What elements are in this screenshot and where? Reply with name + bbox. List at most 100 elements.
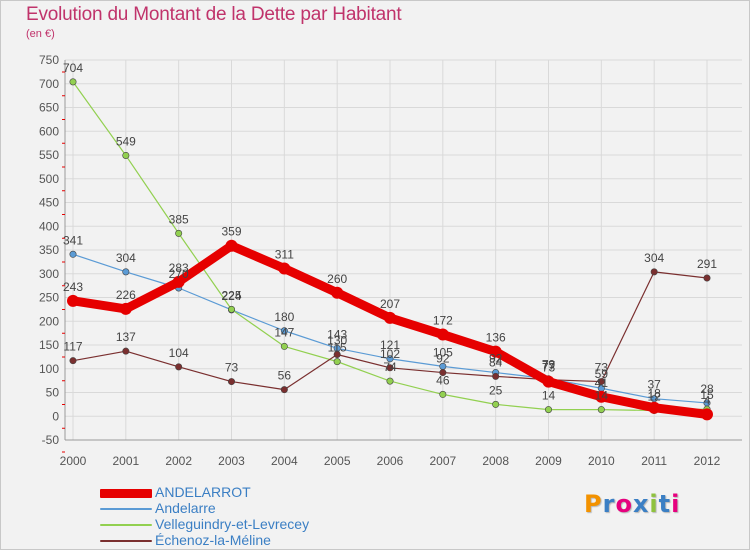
data-label: 14 [542, 389, 556, 403]
data-label: 130 [327, 334, 347, 348]
data-point [650, 268, 658, 276]
data-label: 37 [647, 378, 661, 392]
data-point [122, 151, 130, 159]
x-tick-label: 2003 [218, 454, 245, 468]
data-label: 224 [221, 289, 241, 303]
data-point [175, 229, 183, 237]
data-label: 225 [221, 288, 241, 302]
data-label: 226 [116, 288, 136, 302]
y-tick-label: 550 [39, 148, 59, 162]
data-point [228, 305, 236, 313]
chart-title: Evolution du Montant de la Dette par Hab… [26, 4, 402, 25]
brand-letter: o [615, 490, 633, 518]
data-point [122, 347, 130, 355]
data-label: 74 [383, 360, 397, 374]
data-point [384, 311, 396, 324]
y-tick-label: 100 [39, 362, 59, 376]
legend-swatch [100, 489, 152, 498]
data-label: 549 [116, 134, 136, 148]
data-point [492, 400, 500, 408]
data-point [280, 327, 288, 335]
data-label: 46 [436, 373, 450, 387]
data-label: 291 [697, 257, 717, 271]
brand-letter: i [671, 490, 681, 518]
data-label: 59 [595, 367, 609, 381]
data-point [280, 342, 288, 350]
data-label: 243 [63, 280, 83, 294]
data-point [439, 390, 447, 398]
data-label: 102 [380, 347, 400, 361]
data-label: 25 [489, 383, 503, 397]
data-label: 260 [327, 272, 347, 286]
x-tick-label: 2012 [694, 454, 721, 468]
data-point [331, 286, 344, 299]
x-tick-label: 2002 [165, 454, 192, 468]
data-point [595, 390, 608, 403]
data-label: 172 [433, 314, 453, 328]
data-point [69, 78, 77, 86]
data-label: 105 [433, 345, 453, 359]
x-tick-label: 2009 [535, 454, 562, 468]
data-label: 12 [647, 390, 661, 404]
legend-swatch [100, 508, 152, 510]
y-tick-label: 450 [39, 196, 59, 210]
x-tick-label: 2005 [324, 454, 351, 468]
x-tick-label: 2007 [429, 454, 456, 468]
x-tick-label: 2001 [112, 454, 139, 468]
brand-letter: i [649, 490, 659, 518]
data-point [67, 294, 79, 307]
y-tick-label: 300 [39, 267, 59, 281]
y-tick-label: 700 [39, 77, 59, 91]
data-point [386, 377, 394, 385]
data-point [489, 345, 502, 358]
brand-letter: t [658, 490, 672, 518]
legend-label: ANDELARROT [155, 484, 251, 500]
data-label: 73 [542, 361, 556, 375]
data-label: 270 [169, 267, 189, 281]
data-point [544, 406, 552, 414]
legend-label: Velleguindry-et-Levrecey [155, 516, 310, 532]
data-label: 385 [169, 212, 189, 226]
y-tick-label: 500 [39, 172, 59, 186]
y-tick-label: 50 [46, 386, 60, 400]
data-label: 137 [116, 330, 136, 344]
data-point [597, 406, 605, 414]
data-point [225, 239, 238, 252]
data-label: 180 [274, 310, 294, 324]
data-label: 115 [328, 341, 347, 355]
legend-label: Andelarre [155, 500, 216, 516]
legend-swatch [100, 540, 152, 542]
y-tick-label: 650 [39, 101, 59, 115]
data-label: 14 [595, 389, 609, 403]
data-label: 84 [489, 355, 503, 369]
x-tick-label: 2008 [482, 454, 509, 468]
y-tick-label: 150 [39, 338, 59, 352]
data-label: 147 [274, 325, 294, 339]
data-label: 104 [169, 346, 189, 360]
data-point [703, 274, 711, 282]
data-label: 704 [63, 61, 83, 75]
data-label: 4 [704, 393, 711, 407]
data-label: 136 [486, 331, 506, 345]
data-point [333, 358, 341, 366]
data-label: 283 [169, 261, 189, 275]
y-tick-label: 400 [39, 219, 59, 233]
data-point [597, 378, 605, 386]
data-label: 359 [221, 225, 241, 239]
x-tick-label: 2010 [588, 454, 615, 468]
data-point [69, 250, 77, 258]
y-tick-label: 0 [52, 409, 59, 423]
brand-letter: r [602, 490, 616, 518]
data-label: 304 [116, 251, 136, 265]
data-point [172, 275, 185, 288]
data-point [175, 363, 183, 371]
data-label: 56 [278, 369, 292, 383]
data-point [439, 369, 447, 377]
data-label: 41 [595, 376, 609, 390]
data-label: 79 [542, 358, 556, 372]
data-label: 92 [436, 352, 450, 366]
data-label: 18 [647, 387, 661, 401]
data-label: 121 [380, 338, 400, 352]
data-point [333, 350, 341, 358]
